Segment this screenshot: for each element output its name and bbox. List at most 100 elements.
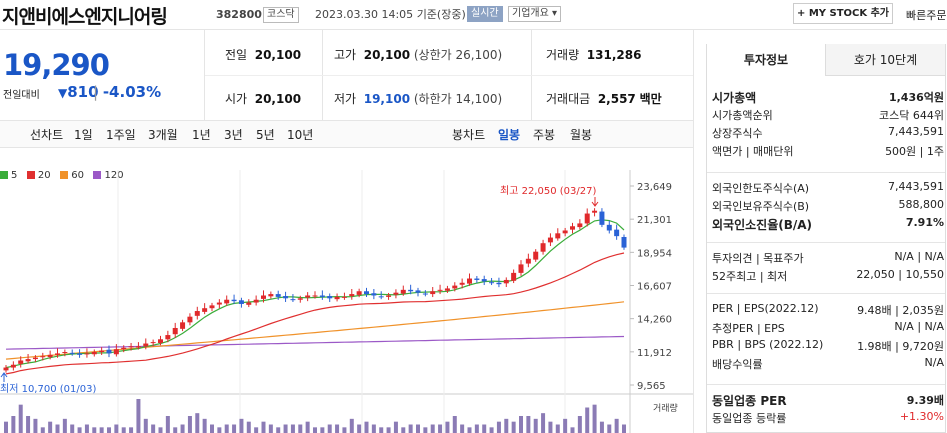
tab-1w[interactable]: 1주일 bbox=[106, 128, 136, 142]
realtime-badge[interactable]: 실시간 bbox=[467, 6, 503, 22]
ma5-swatch bbox=[0, 171, 8, 179]
candle-body bbox=[47, 354, 53, 358]
tab-1y[interactable]: 1년 bbox=[192, 128, 211, 142]
stock-header bbox=[0, 0, 947, 30]
candle-body bbox=[165, 335, 171, 340]
volume-bar bbox=[555, 424, 560, 433]
invest-row-value: 588,800 bbox=[898, 198, 945, 211]
volume-bar bbox=[408, 424, 413, 433]
volume-bar bbox=[84, 424, 89, 433]
volume-bar bbox=[474, 424, 479, 433]
add-mystock-button[interactable]: + MY STOCK 추가 bbox=[793, 3, 893, 24]
ma120-swatch bbox=[93, 171, 102, 179]
volume-bar bbox=[533, 418, 538, 433]
tab-invest-info[interactable]: 투자정보 bbox=[707, 44, 826, 76]
tab-5y[interactable]: 5년 bbox=[256, 128, 275, 142]
candle-body bbox=[327, 296, 333, 299]
tab-10y[interactable]: 10년 bbox=[287, 128, 314, 142]
candle-body bbox=[592, 210, 598, 213]
candle-body bbox=[62, 352, 68, 354]
invest-row: 동일업종 등락률 +1.30% bbox=[712, 410, 944, 426]
candle-body bbox=[268, 294, 274, 297]
invest-row-label: PER | EPS(2022.12) bbox=[712, 302, 819, 315]
candle-body bbox=[172, 327, 178, 335]
prev-close: 전일 20,100 bbox=[225, 48, 302, 62]
tab-monthly-candle[interactable]: 월봉 bbox=[570, 128, 593, 142]
current-price: 19,290 bbox=[3, 48, 110, 82]
price-panel bbox=[0, 30, 205, 120]
invest-row-value: 1.98배 | 9,720원 bbox=[857, 340, 944, 353]
candle-body bbox=[55, 353, 60, 355]
volume-bar bbox=[445, 421, 450, 433]
volume-bar bbox=[570, 427, 575, 433]
volume-bar bbox=[496, 421, 501, 433]
volume-bar bbox=[599, 421, 604, 433]
volume-bar bbox=[393, 421, 398, 433]
tab-1d[interactable]: 1일 bbox=[74, 128, 93, 142]
candle-body bbox=[614, 229, 620, 237]
candle-body bbox=[253, 299, 259, 303]
volume-bar bbox=[305, 421, 310, 433]
volume-bar bbox=[592, 404, 597, 433]
volume-bar bbox=[342, 427, 347, 433]
candle-body bbox=[319, 295, 325, 297]
invest-row-value: 7,443,591 bbox=[888, 180, 944, 193]
candle-body bbox=[341, 296, 347, 298]
price-change-pct: | -4.03% bbox=[93, 83, 162, 101]
open-price: 시가 20,100 bbox=[225, 92, 302, 106]
invest-row-value: 7.91% bbox=[905, 216, 944, 229]
tab-order-book[interactable]: 호가 10단계 bbox=[826, 44, 945, 76]
day-low: 저가 19,100 (하한가 14,100) bbox=[334, 92, 503, 106]
volume-bar bbox=[489, 427, 494, 433]
divider bbox=[707, 242, 945, 243]
company-info-dropdown[interactable]: 기업개요 ▾ bbox=[508, 6, 561, 22]
volume-bar bbox=[11, 416, 16, 433]
volume-bar bbox=[482, 424, 487, 433]
tab-weekly-candle[interactable]: 주봉 bbox=[533, 128, 556, 142]
invest-row-value: 9.39배 bbox=[906, 394, 944, 407]
candle-body bbox=[496, 282, 502, 285]
volume-bar bbox=[467, 427, 472, 433]
invest-row: 배당수익률 N/A bbox=[712, 356, 944, 372]
divider bbox=[707, 384, 945, 385]
candle-body bbox=[106, 349, 112, 354]
candle-body bbox=[113, 349, 119, 355]
candle-body bbox=[599, 211, 605, 225]
volume-bar bbox=[143, 418, 148, 433]
tab-3y[interactable]: 3년 bbox=[224, 128, 243, 142]
candle-body bbox=[246, 302, 252, 305]
candle-body bbox=[378, 296, 384, 298]
volume-bar bbox=[129, 427, 134, 433]
volume-bar bbox=[70, 424, 75, 433]
tab-3m[interactable]: 3개월 bbox=[148, 128, 178, 142]
candle-body bbox=[290, 299, 296, 301]
invest-row-value: N/A | N/A bbox=[894, 320, 944, 333]
volume-bar bbox=[224, 424, 229, 433]
candle-body bbox=[570, 226, 575, 230]
invest-row-label: 52주최고 | 최저 bbox=[712, 270, 788, 283]
tab-daily-candle[interactable]: 일봉 bbox=[498, 128, 521, 142]
volume-bar bbox=[298, 424, 303, 433]
volume-bar bbox=[114, 424, 119, 433]
price-chart[interactable]: 23,649 21,301 18,954 16,607 14,260 11,912 9,56… bbox=[0, 160, 693, 433]
volume-label: 거래량 bbox=[653, 402, 678, 414]
volume-bar bbox=[210, 424, 214, 433]
invest-row-label: 외국인보유주식수(B) bbox=[712, 200, 810, 213]
candle-body bbox=[621, 236, 627, 248]
volume-bar bbox=[217, 427, 222, 433]
candle-body bbox=[25, 359, 31, 362]
volume-bar bbox=[99, 427, 104, 433]
candle-body bbox=[489, 282, 495, 284]
invest-row: 시가총액순위 코스닥 644위 bbox=[712, 107, 944, 123]
invest-row-label: PBR | BPS (2022.12) bbox=[712, 338, 824, 351]
volume-bar bbox=[371, 424, 376, 433]
candle-body bbox=[364, 291, 369, 295]
candle-body bbox=[297, 298, 303, 300]
volume-bar bbox=[33, 418, 38, 433]
invest-row: 외국인보유주식수(B) 588,800 bbox=[712, 198, 944, 214]
quick-order-link[interactable]: 빠른주문 bbox=[906, 9, 947, 22]
candle-body bbox=[555, 233, 561, 239]
candle-body bbox=[150, 342, 156, 344]
volume: 거래량 131,286 bbox=[546, 48, 642, 62]
invest-row-value: +1.30% bbox=[899, 410, 944, 423]
